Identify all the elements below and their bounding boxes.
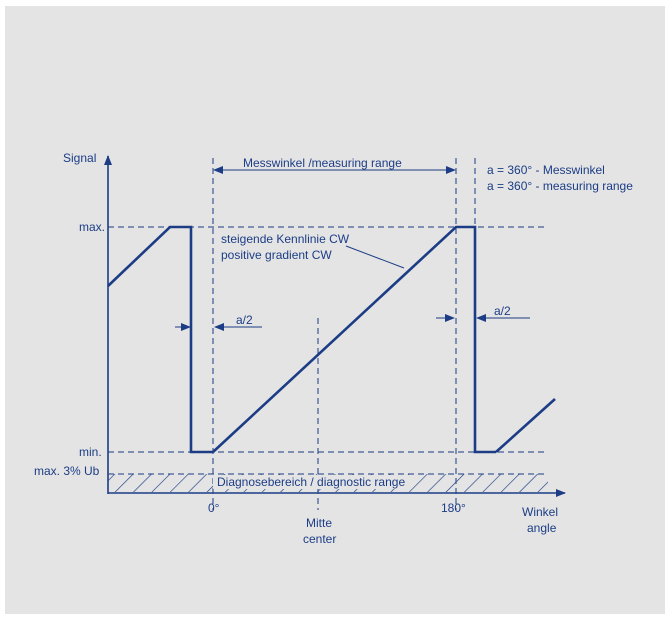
- measuring-range-label: Messwinkel /measuring range: [243, 156, 402, 170]
- curve-pointer-line: [345, 245, 405, 269]
- formula-de-label: a = 360° - Messwinkel: [487, 163, 605, 177]
- signal-curve-right: [495, 398, 556, 453]
- y-axis-label: Signal: [63, 151, 97, 165]
- x-axis-label: Winkel: [522, 505, 559, 519]
- curve-label-de: steigende Kennlinie CW: [221, 232, 350, 246]
- end-degree-label: 180°: [441, 501, 466, 515]
- diagnostic-range-label: Diagnosebereich / diagnostic range: [213, 475, 410, 489]
- center-label-de: Mitte: [306, 516, 333, 530]
- min-label: min.: [79, 445, 102, 459]
- curve-label-en: positive gradient CW: [221, 248, 332, 262]
- diagram-panel: [5, 6, 665, 614]
- x-axis-label-en: angle: [527, 521, 557, 535]
- zero-degree-label: 0°: [208, 501, 220, 515]
- signal-curve-main: [212, 225, 496, 454]
- gap-left-label: a/2: [236, 313, 253, 327]
- formula-en-label: a = 360° - measuring range: [487, 179, 633, 193]
- diag-level-label: max. 3% Ub: [34, 464, 100, 478]
- signal-curve-left: [107, 225, 213, 454]
- max-label: max.: [79, 220, 106, 234]
- gap-right-label: a/2: [494, 304, 511, 318]
- center-label-en: center: [303, 532, 337, 546]
